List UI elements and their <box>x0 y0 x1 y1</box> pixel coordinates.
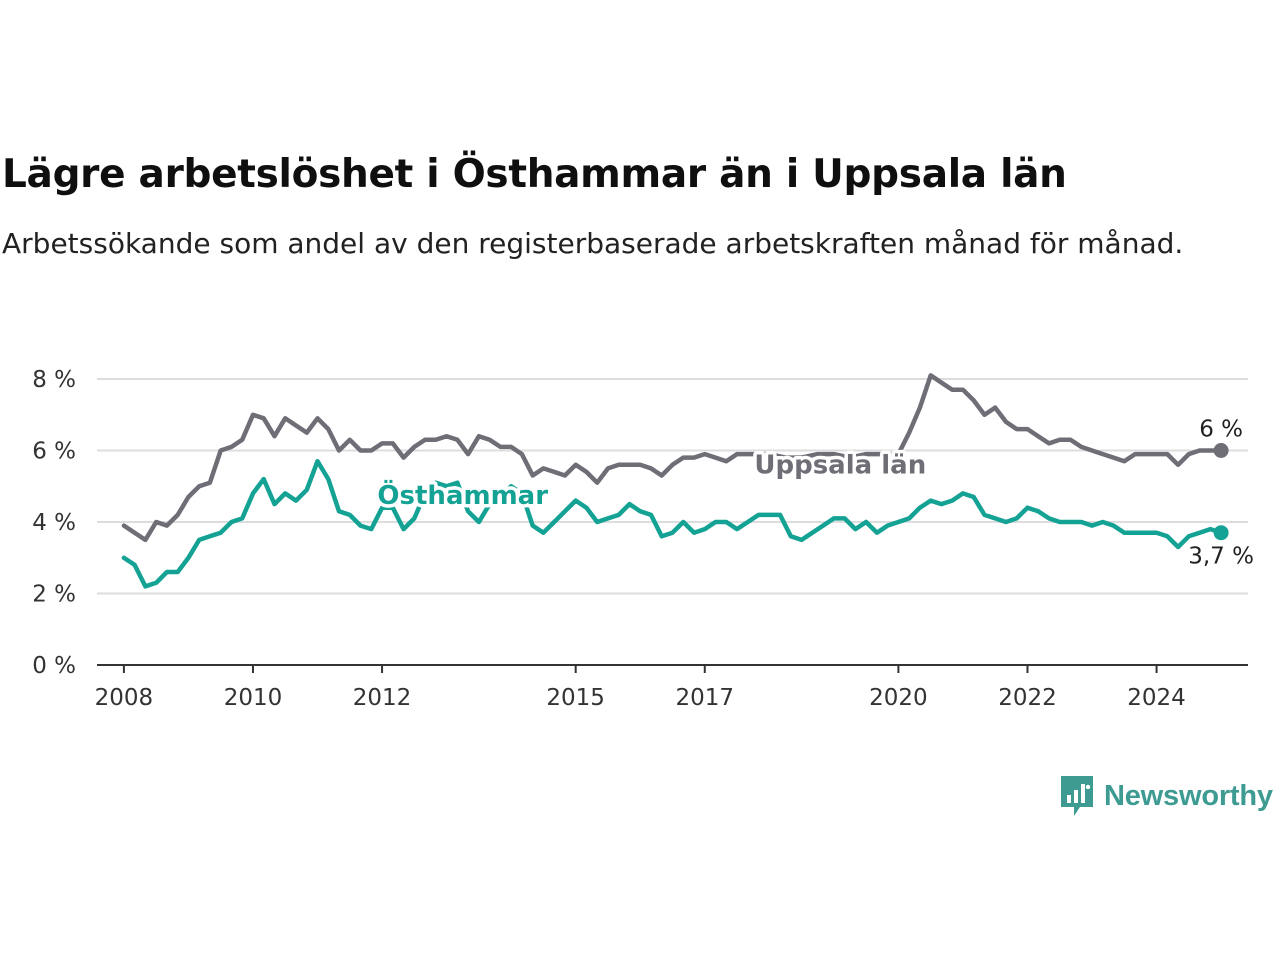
x-tick-label: 2012 <box>353 685 412 711</box>
x-tick-label: 2015 <box>546 685 605 711</box>
chart-title: Lägre arbetslöshet i Östhammar än i Upps… <box>2 152 1067 197</box>
x-tick-label: 2010 <box>224 685 283 711</box>
series-line-uppsala-lan <box>121 373 1224 543</box>
series-labels: Uppsala län Östhammar 6 % 3,7 % <box>374 414 1257 572</box>
chart-subtitle: Arbetssökande som andel av den registerb… <box>2 227 1184 260</box>
x-axis: 2008 2010 2012 2015 2017 2020 2022 2024 <box>95 664 1248 711</box>
newsworthy-logo: Newsworthy <box>1058 774 1273 818</box>
y-tick-label: 0 % <box>32 653 76 679</box>
end-value-label-uppsala-lan: 6 % <box>1199 417 1243 443</box>
y-tick-label: 4 % <box>32 510 76 536</box>
bar-chart-icon <box>1061 776 1093 816</box>
end-point-uppsala-lan <box>1213 443 1229 458</box>
brand-name: Newsworthy <box>1104 779 1273 812</box>
y-tick-label: 8 % <box>32 367 76 393</box>
series-lines <box>121 373 1229 589</box>
series-line-osthammar <box>121 458 1224 589</box>
x-tick-label: 2017 <box>675 685 734 711</box>
y-tick-label: 6 % <box>32 439 76 465</box>
x-tick-label: 2022 <box>998 685 1057 711</box>
end-point-osthammar <box>1213 525 1229 541</box>
series-label-osthammar: Östhammar <box>377 478 548 511</box>
y-axis: 0 % 2 % 4 % 6 % 8 % <box>32 367 76 679</box>
series-label-uppsala-lan: Uppsala län <box>754 451 926 481</box>
x-tick-label: 2020 <box>869 685 928 711</box>
gridlines <box>97 378 1248 595</box>
x-tick-label: 2008 <box>95 685 154 711</box>
x-tick-label: 2024 <box>1127 685 1186 711</box>
end-value-label-osthammar: 3,7 % <box>1188 544 1254 570</box>
y-tick-label: 2 % <box>32 582 76 608</box>
